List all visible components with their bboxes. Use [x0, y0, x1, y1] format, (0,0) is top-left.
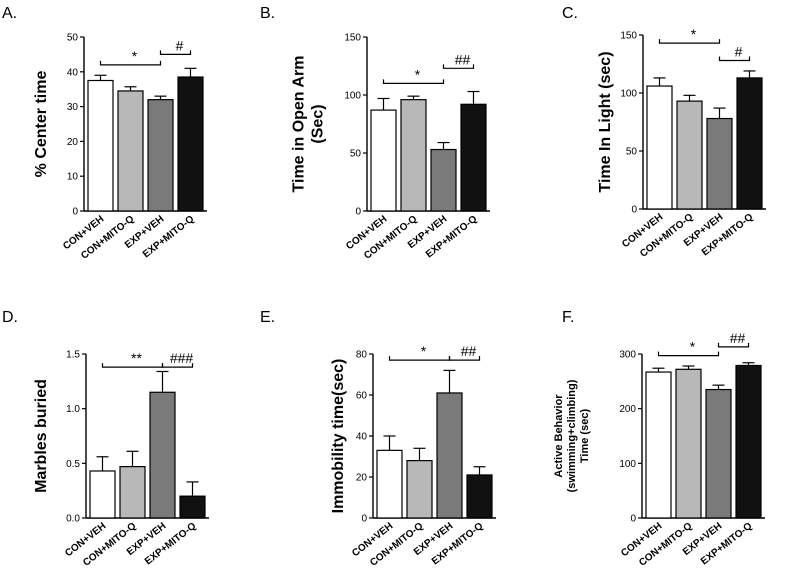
panel-label: C.	[562, 5, 578, 22]
y-axis-title: Active Behavior	[553, 394, 565, 478]
y-tick-label: 0	[361, 514, 367, 525]
bar-exp-veh	[706, 117, 733, 210]
y-axis-title: (swimming+climbing)	[566, 379, 578, 492]
panel-f: F. 0 100 200 300 Active Behavior (swimming+cli…	[553, 309, 765, 569]
bar-exp-mito-q	[736, 77, 763, 210]
significance-marker: ##	[461, 343, 477, 359]
panel-label: E.	[260, 309, 275, 326]
bar-con-veh	[645, 371, 672, 519]
bar-con-mito-q	[675, 368, 702, 519]
panel-label: F.	[562, 309, 574, 326]
y-tick-label: 100	[620, 89, 637, 100]
y-axis-title: (Sec)	[310, 104, 327, 143]
y-axis-title: Time (sec)	[579, 409, 591, 464]
y-tick-label: 150	[620, 31, 637, 42]
y-axis-title: Time In Light (sec)	[597, 51, 614, 192]
y-tick-label: 20	[67, 137, 79, 148]
significance-marker: ##	[730, 330, 746, 346]
y-tick-label: 150	[344, 33, 361, 44]
y-tick-label: 30	[67, 102, 79, 113]
significance-bracket	[161, 363, 194, 368]
bar-exp-mito-q	[177, 76, 204, 212]
significance-marker: *	[415, 66, 421, 82]
bar-exp-veh	[705, 388, 732, 519]
significance-marker: *	[132, 48, 138, 64]
bar-exp-mito-q	[179, 495, 206, 519]
y-tick-label: 300	[619, 350, 636, 361]
significance-bracket	[388, 356, 451, 361]
bar-con-mito-q	[676, 100, 703, 210]
bar-exp-veh	[430, 148, 457, 212]
bar-con-mito-q	[117, 90, 144, 212]
bar-exp-mito-q	[460, 103, 487, 212]
bar-con-veh	[376, 449, 403, 519]
y-tick-label: 0	[631, 205, 637, 216]
significance-bracket	[159, 50, 192, 56]
bar-con-mito-q	[119, 466, 146, 519]
y-tick-label: 1.0	[66, 404, 80, 415]
y-tick-label: 100	[619, 459, 636, 470]
y-tick-label: 0	[630, 514, 636, 525]
y-tick-label: 50	[350, 149, 362, 160]
panel-label: D.	[2, 309, 18, 326]
panel-label: B.	[260, 5, 275, 22]
significance-bracket	[448, 356, 481, 361]
bar-con-mito-q	[406, 460, 433, 519]
significance-bracket	[658, 39, 721, 44]
y-tick-label: 100	[344, 91, 361, 102]
y-tick-label: 0.0	[66, 514, 80, 525]
y-axis-title: % Center time	[33, 71, 50, 178]
y-tick-label: 50	[67, 33, 79, 44]
y-axis-title: Immobility time(sec)	[330, 359, 347, 514]
y-tick-label: 10	[67, 172, 79, 183]
bar-con-mito-q	[400, 99, 427, 212]
significance-marker: *	[690, 339, 696, 355]
y-tick-label: 20	[356, 473, 368, 484]
bar-exp-veh	[149, 391, 176, 519]
y-tick-label: 60	[356, 391, 368, 402]
significance-bracket	[99, 60, 162, 66]
significance-bracket	[718, 56, 751, 62]
bar-exp-veh	[147, 99, 174, 212]
y-tick-label: 50	[626, 147, 638, 158]
y-axis-title: Marbles buried	[33, 379, 50, 493]
y-tick-label: 0	[72, 207, 78, 218]
significance-marker: ###	[170, 350, 194, 366]
bar-exp-mito-q	[466, 474, 493, 519]
bar-con-veh	[646, 85, 673, 210]
significance-bracket	[442, 64, 475, 69]
significance-marker: **	[131, 350, 142, 366]
y-tick-label: 200	[619, 404, 636, 415]
y-tick-label: 1.5	[66, 350, 80, 361]
significance-bracket	[657, 351, 720, 357]
significance-marker: #	[176, 37, 184, 53]
significance-marker: *	[421, 343, 427, 359]
bar-con-veh	[87, 79, 114, 212]
bar-con-veh	[89, 470, 116, 519]
bar-exp-mito-q	[735, 364, 762, 519]
y-tick-label: 80	[356, 350, 368, 361]
significance-marker: *	[691, 26, 697, 42]
panel-label: A.	[2, 5, 17, 22]
significance-bracket	[382, 79, 445, 85]
y-tick-label: 0	[355, 207, 361, 218]
bar-exp-veh	[436, 392, 463, 519]
y-axis-title: Time in Open Arm	[291, 56, 308, 193]
bar-con-veh	[370, 109, 397, 212]
y-tick-label: 0.5	[66, 459, 80, 470]
significance-marker: #	[735, 44, 743, 60]
significance-bracket	[717, 342, 750, 348]
y-tick-label: 40	[356, 432, 368, 443]
y-tick-label: 40	[67, 67, 79, 78]
significance-marker: ##	[455, 51, 471, 67]
